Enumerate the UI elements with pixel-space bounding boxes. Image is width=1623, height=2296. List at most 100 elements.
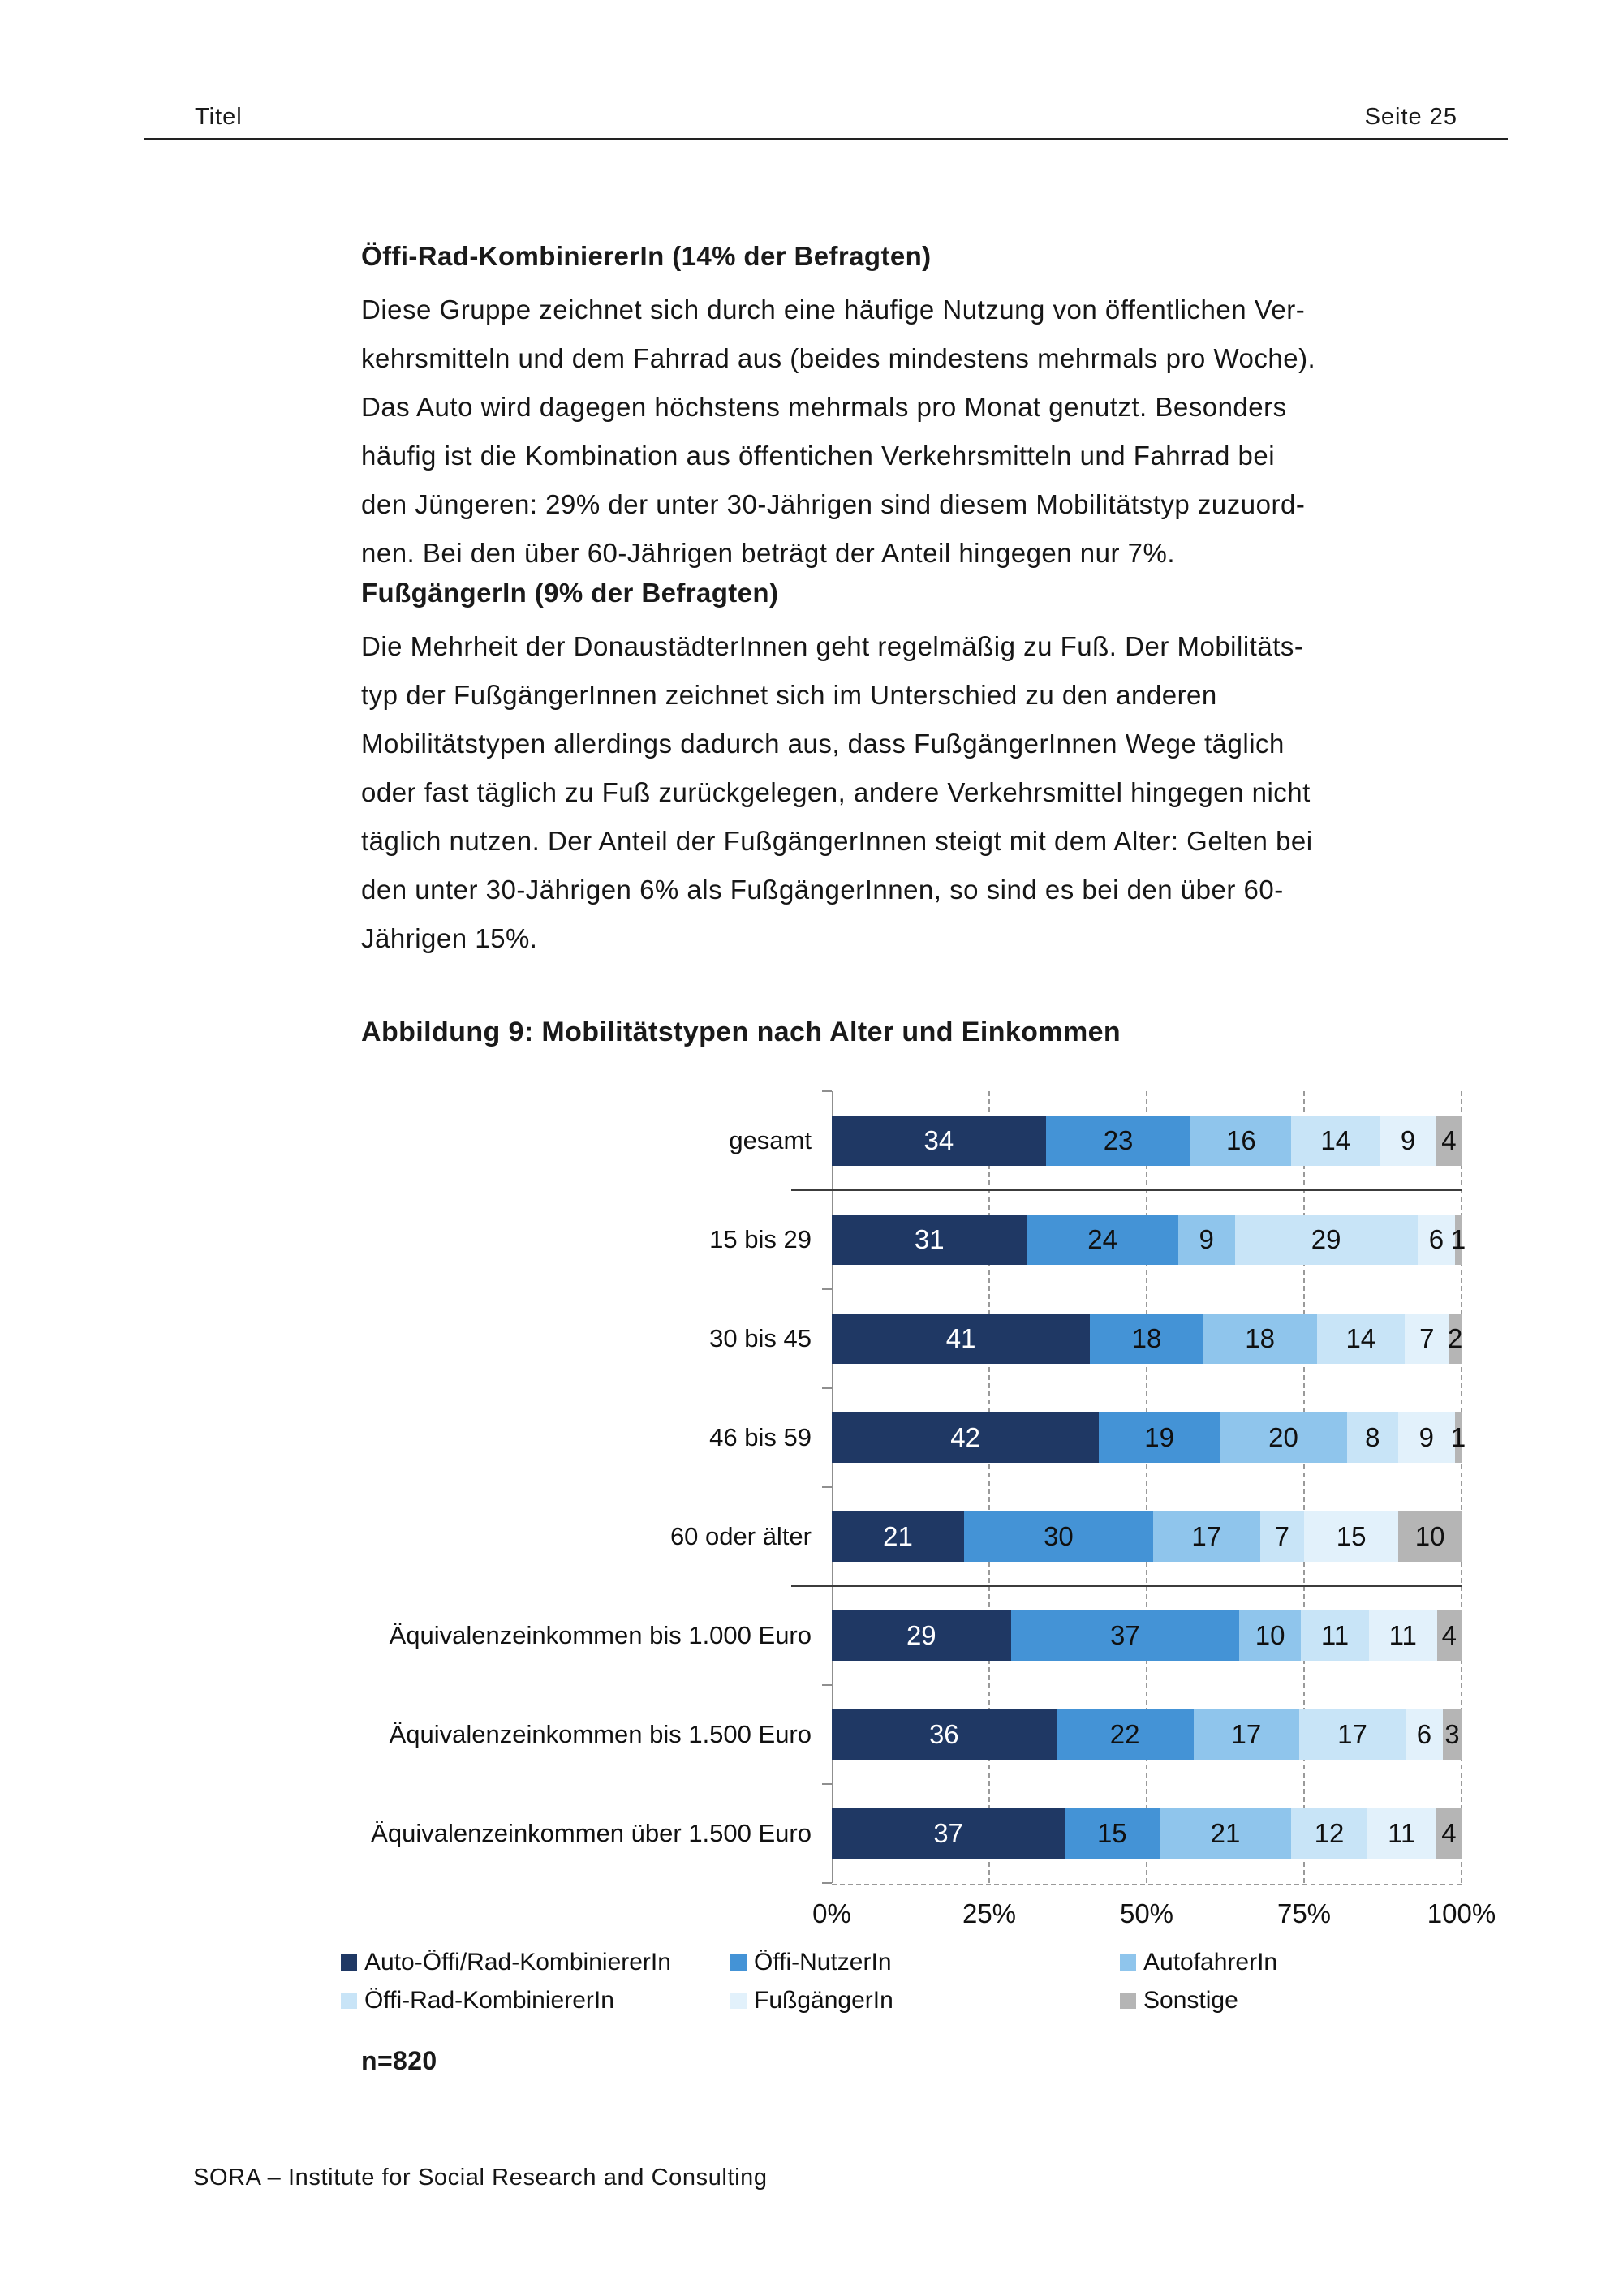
category-label: 60 oder älter: [669, 1522, 812, 1550]
segment-value-label: 11: [1320, 1620, 1350, 1650]
legend-item: FußgängerIn: [730, 1987, 893, 2014]
paragraph-line: den Jüngeren: 29% der unter 30-Jährigen …: [361, 489, 1306, 519]
bar-segment: 24: [1027, 1215, 1178, 1265]
x-axis-tick-label: 25%: [962, 1898, 1017, 1928]
segment-value-label: 10: [1414, 1521, 1445, 1551]
legend-swatch: [730, 1954, 747, 1971]
segment-value-label: 36: [928, 1719, 959, 1749]
segment-value-label: 34: [923, 1125, 954, 1155]
bar-segment: 29: [832, 1610, 1011, 1661]
section-heading: FußgängerIn (9% der Befragten): [361, 578, 779, 608]
legend-item: Öffi-NutzerIn: [730, 1949, 892, 1976]
x-axis-tick-label: 50%: [1119, 1898, 1174, 1928]
segment-value-label: 29: [906, 1620, 936, 1650]
bar-segment: 18: [1203, 1314, 1317, 1364]
bar-segment: 31: [832, 1215, 1027, 1265]
paragraph-line: oder fast täglich zu Fuß zurückgelegen, …: [361, 777, 1311, 807]
bar-row: 31 24 9 29 6 1: [832, 1215, 1466, 1265]
bar-segment: 29: [1234, 1215, 1418, 1265]
paragraph-line: Das Auto wird dagegen höchstens mehrmals…: [361, 392, 1287, 422]
y-axis-line: [832, 1091, 833, 1883]
bar-segment: 14: [1316, 1314, 1406, 1364]
bar-segment: 15: [1065, 1808, 1160, 1859]
header-title: Titel: [195, 104, 243, 130]
legend-item: Sonstige: [1120, 1987, 1238, 2014]
paragraph-line: kehrsmitteln und dem Fahrrad aus (beides…: [361, 343, 1316, 373]
axis-tick: [822, 1882, 832, 1884]
legend-item: Öffi-Rad-KombiniererIn: [341, 1987, 614, 2014]
paragraph-line: typ der FußgängerInnen zeichnet sich im …: [361, 680, 1217, 710]
bar-segment: 17: [1152, 1511, 1260, 1562]
legend-swatch: [730, 1993, 747, 2009]
segment-value-label: 4: [1441, 1620, 1457, 1650]
bar-row: 41 18 18 14 7 2: [832, 1314, 1462, 1364]
header-rule: [144, 138, 1508, 140]
grid-line: [1146, 1091, 1147, 1883]
segment-value-label: 16: [1226, 1125, 1256, 1155]
segment-value-label: 6: [1416, 1719, 1432, 1749]
segment-value-label: 29: [1311, 1224, 1341, 1254]
bar-segment: 37: [1010, 1610, 1240, 1661]
bar-segment: 19: [1099, 1412, 1220, 1463]
bar-row: 34 23 16 14 9 4: [832, 1116, 1462, 1166]
segment-value-label: 6: [1428, 1224, 1444, 1254]
segment-value-label: 15: [1336, 1521, 1367, 1551]
segment-value-label: 3: [1444, 1719, 1460, 1749]
sample-size-note: n=820: [361, 2046, 437, 2075]
category-label: Äquivalenzeinkommen bis 1.500 Euro: [389, 1720, 812, 1748]
bar-segment: 10: [1239, 1610, 1302, 1661]
bar-segment: 18: [1090, 1314, 1203, 1364]
axis-tick: [822, 1387, 832, 1389]
paragraph-line: nen. Bei den über 60-Jährigen beträgt de…: [361, 538, 1176, 568]
legend-item: AutofahrerIn: [1120, 1949, 1277, 1976]
segment-value-label: 17: [1337, 1719, 1367, 1749]
axis-tick: [822, 1090, 832, 1092]
segment-value-label: 23: [1103, 1125, 1134, 1155]
bar-segment: 2: [1448, 1314, 1462, 1364]
segment-value-label: 10: [1255, 1620, 1285, 1650]
paragraph-line: häufig ist die Kombination aus öffentich…: [361, 441, 1276, 471]
header-page-number: Seite 25: [1364, 104, 1457, 130]
segment-value-label: 4: [1441, 1125, 1457, 1155]
segment-value-label: 41: [945, 1323, 976, 1353]
segment-value-label: 12: [1314, 1818, 1345, 1848]
segment-value-label: 9: [1400, 1125, 1416, 1155]
legend-swatch: [341, 1954, 357, 1971]
axis-tick: [822, 1684, 832, 1686]
paragraph-line: Die Mehrheit der DonaustädterInnen geht …: [361, 631, 1304, 661]
category-label: Äquivalenzeinkommen bis 1.000 Euro: [389, 1621, 812, 1649]
legend-swatch: [1120, 1993, 1136, 2009]
bar-segment: 9: [1177, 1215, 1235, 1265]
group-separator-line: [791, 1189, 1462, 1191]
bar-segment: 9: [1397, 1412, 1456, 1463]
segment-value-label: 9: [1419, 1422, 1435, 1452]
grid-line: [1303, 1091, 1305, 1883]
bar-segment: 15: [1303, 1511, 1399, 1562]
category-label: Äquivalenzeinkommen über 1.500 Euro: [371, 1819, 812, 1847]
bar-segment: 8: [1346, 1412, 1398, 1463]
legend-label: Auto-Öffi/Rad-KombiniererIn: [364, 1949, 671, 1976]
paragraph-line: täglich nutzen. Der Anteil der Fußgänger…: [361, 826, 1313, 856]
legend-label: AutofahrerIn: [1143, 1949, 1278, 1976]
segment-value-label: 14: [1320, 1125, 1351, 1155]
bar-segment: 37: [832, 1808, 1065, 1859]
segment-value-label: 11: [1388, 1818, 1416, 1848]
segment-value-label: 21: [1210, 1818, 1241, 1848]
segment-value-label: 24: [1087, 1224, 1118, 1254]
legend-item: Auto-Öffi/Rad-KombiniererIn: [341, 1949, 671, 1976]
bar-segment: 42: [832, 1412, 1100, 1463]
segment-value-label: 30: [1043, 1521, 1074, 1551]
segment-value-label: 1: [1450, 1422, 1466, 1452]
category-label: 15 bis 29: [709, 1225, 812, 1253]
paragraph-line: Mobilitätstypen allerdings dadurch aus, …: [361, 729, 1285, 759]
bar-row: 37 15 21 12 11 4: [832, 1808, 1462, 1859]
bar-segment: 14: [1291, 1116, 1380, 1166]
bar-segment: 1: [1451, 1215, 1466, 1265]
category-label: 46 bis 59: [709, 1423, 812, 1451]
category-label: gesamt: [729, 1126, 812, 1154]
bar-segment: 17: [1193, 1709, 1300, 1760]
segment-value-label: 15: [1096, 1818, 1127, 1848]
axis-tick: [822, 1288, 832, 1290]
